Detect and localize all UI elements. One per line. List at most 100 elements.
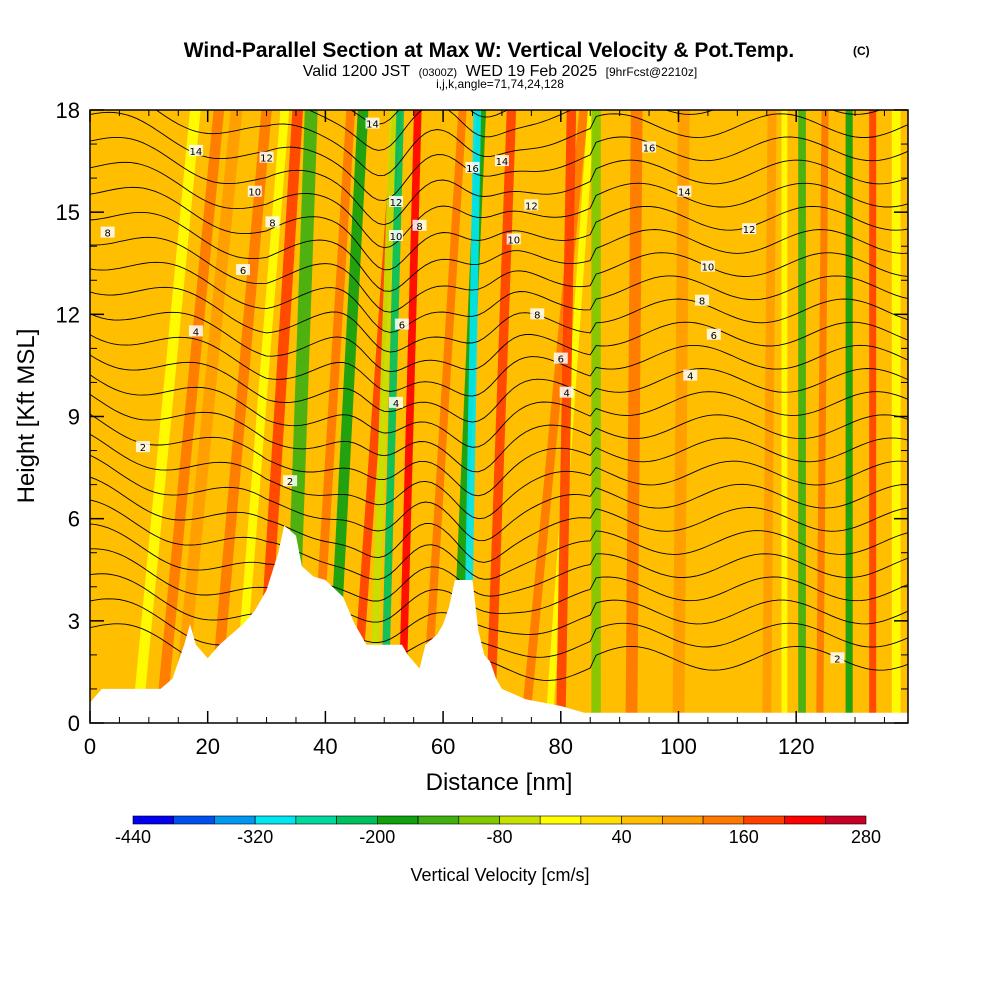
contour-label-bg <box>683 369 698 381</box>
contour-label-bg <box>494 155 509 167</box>
velocity-band-25 <box>798 110 806 723</box>
theta-contour-line <box>90 499 908 580</box>
velocity-band-4 <box>208 110 272 723</box>
x-tick-label: 80 <box>549 734 573 759</box>
contour-label-bg <box>412 219 427 231</box>
y-tick-label: 12 <box>56 302 80 327</box>
y-axis-label: Height [Kft MSL] <box>13 329 40 504</box>
theta-contours <box>90 110 908 681</box>
contour-label: 10 <box>702 263 715 274</box>
colorbar-swatch <box>336 815 378 825</box>
colorbar-swatch <box>214 815 256 825</box>
theta-contour-line <box>90 433 908 520</box>
colorbar-swatch <box>702 815 745 825</box>
theta-contour-line <box>90 111 908 201</box>
contour-label: 12 <box>390 198 403 209</box>
theta-contour-line <box>90 394 908 473</box>
colorbar-tick-label: 160 <box>729 827 759 847</box>
contour-label: 4 <box>193 327 199 338</box>
velocity-band-13 <box>398 110 422 723</box>
contour-label: 2 <box>834 654 840 665</box>
y-tick-label: 6 <box>68 507 80 532</box>
contour-label-bg <box>135 441 150 453</box>
colorbar-ticks: -440 -320 -200 -80 40 160 280 <box>115 827 881 847</box>
contour-label-bg <box>524 199 539 211</box>
velocity-band-22 <box>625 110 643 723</box>
chart-title: Wind-Parallel Section at Max W: Vertical… <box>184 39 795 62</box>
colorbar <box>132 815 867 825</box>
colorbar-swatch <box>295 815 337 825</box>
y-tick-label: 18 <box>56 98 80 123</box>
colorbar-swatch <box>743 815 785 825</box>
velocity-band-24 <box>762 110 777 723</box>
contour-label-bg <box>642 141 657 153</box>
contour-label-bg <box>389 195 404 207</box>
contour-label: 2 <box>140 443 146 454</box>
theta-contour-line <box>90 136 908 226</box>
terrain <box>90 525 908 723</box>
contour-label: 12 <box>743 225 756 236</box>
contour-label: 14 <box>190 147 203 158</box>
contour-label: 6 <box>240 266 246 277</box>
theta-contour-line <box>90 236 908 313</box>
contour-label: 4 <box>563 389 569 400</box>
contour-label: 12 <box>260 154 273 165</box>
theta-contour-line <box>90 186 908 271</box>
contour-label-bg <box>695 294 710 306</box>
colorbar-tick-label: -200 <box>359 827 395 847</box>
colorbar-swatch <box>539 815 582 825</box>
plot-area: 14 12 10 8 8 6 4 2 14 12 10 8 6 4 2 16 14 12 10 8 6 4 16 14 12 10… <box>90 110 908 723</box>
contour-label: 8 <box>269 218 275 229</box>
x-tick-label: 60 <box>431 734 455 759</box>
colorbar-swatch <box>580 815 622 825</box>
contour-label: 4 <box>393 399 399 410</box>
velocity-band-1 <box>131 110 201 723</box>
theta-contour-line <box>90 476 908 563</box>
velocity-band-28 <box>845 110 853 723</box>
contour-label: 10 <box>507 235 520 246</box>
velocity-band-12 <box>380 110 404 723</box>
velocity-band-26 <box>781 110 788 723</box>
y-tick-label: 15 <box>56 200 80 225</box>
x-minor-ticks <box>118 110 885 723</box>
x-axis-ticks: 0 20 40 60 80 100 120 <box>84 110 815 759</box>
velocity-band-27 <box>816 110 829 723</box>
x-tick-label: 100 <box>660 734 697 759</box>
x-tick-label: 0 <box>84 734 96 759</box>
contour-label: 12 <box>525 201 538 212</box>
velocity-band-2 <box>155 110 225 723</box>
contour-label: 4 <box>687 372 693 383</box>
theta-contour-line <box>307 110 881 151</box>
colorbar-swatch <box>376 815 419 825</box>
theta-contour-line <box>90 413 908 497</box>
colorbar-swatch <box>417 815 460 825</box>
contour-label-bg <box>677 185 692 197</box>
colorbar-swatch <box>784 815 826 825</box>
contour-label: 6 <box>711 331 717 342</box>
contour-label: 14 <box>496 157 509 168</box>
contour-label: 16 <box>643 143 656 154</box>
y-tick-label: 3 <box>68 609 80 634</box>
theta-contour-line <box>90 573 908 643</box>
theta-contour-line <box>90 334 908 397</box>
x-tick-label: 120 <box>778 734 815 759</box>
contour-label-bg <box>188 144 203 156</box>
contour-label: 10 <box>390 232 403 243</box>
velocity-band-23 <box>672 110 690 723</box>
colorbar-tick-label: 40 <box>612 827 632 847</box>
velocity-band-16 <box>462 110 482 723</box>
subtitle-params: i,j,k,angle=71,74,24,128 <box>436 77 564 91</box>
contour-label: 8 <box>534 310 540 321</box>
velocity-band-17 <box>485 110 517 723</box>
contour-label-bg <box>365 117 380 129</box>
theta-contour-line <box>90 161 908 249</box>
theta-contour-line <box>90 261 908 333</box>
contour-label-bg <box>259 151 274 163</box>
x-axis-label: Distance [nm] <box>426 769 573 796</box>
contour-label: 6 <box>558 355 564 366</box>
contour-label-bg <box>742 223 757 235</box>
theta-contour-line <box>90 311 908 373</box>
contour-label-bg <box>265 216 280 228</box>
velocity-band-14 <box>421 110 467 723</box>
